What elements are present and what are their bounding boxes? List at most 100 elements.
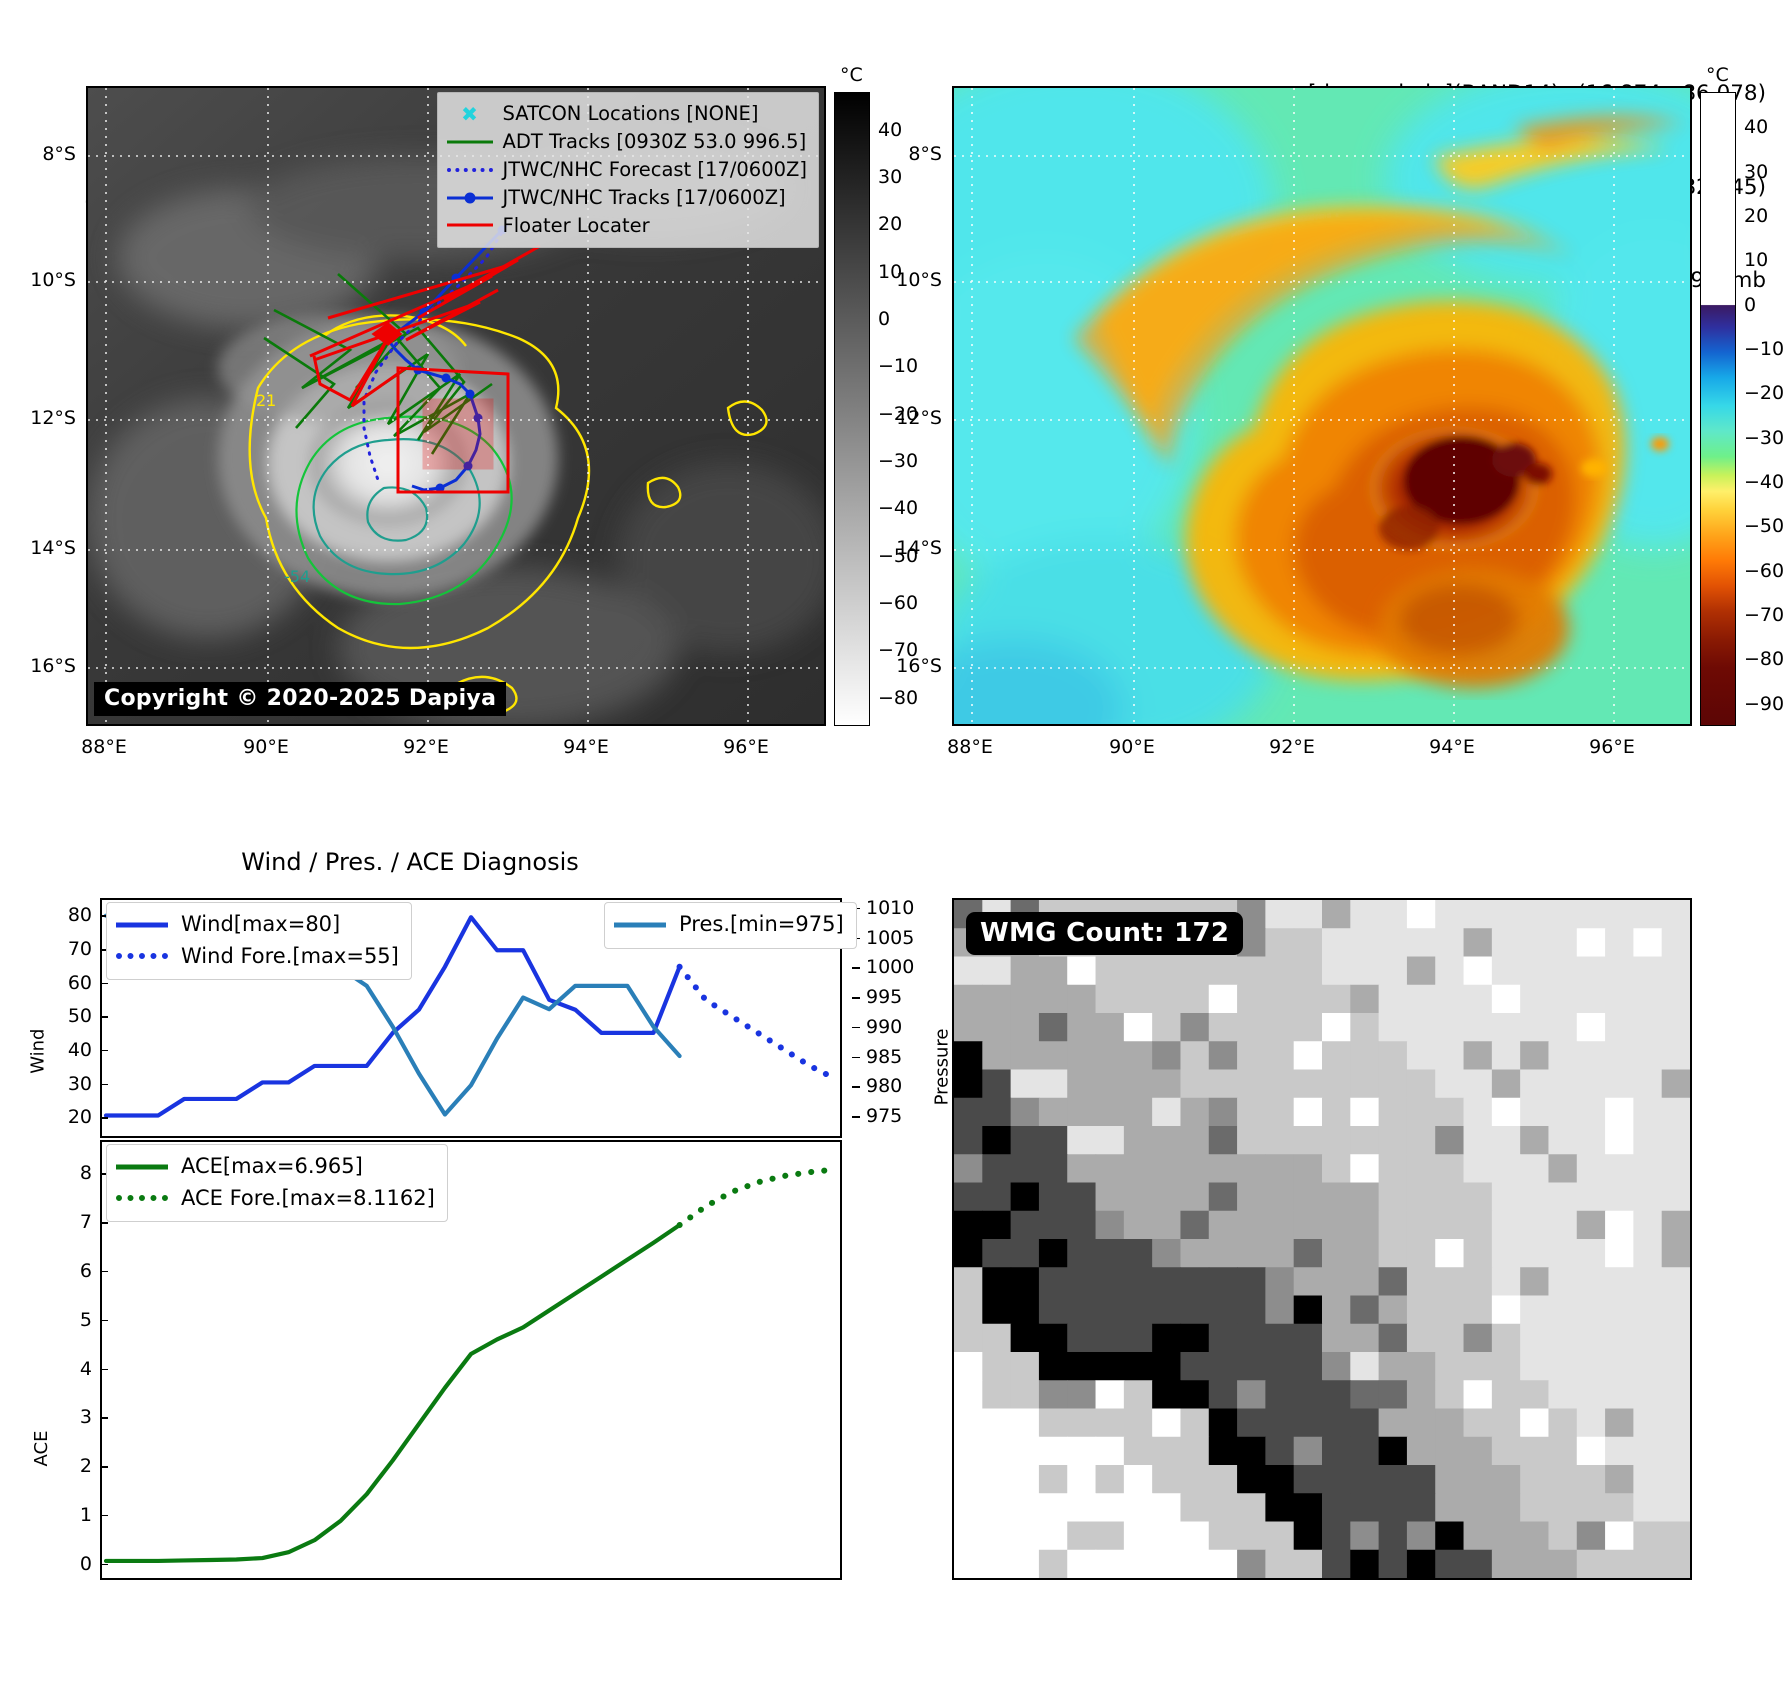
- wmg-cell: [1067, 1323, 1097, 1353]
- wmg-cell: [1095, 956, 1125, 986]
- series-acemax: [103, 1222, 682, 1564]
- plot-legend-item[interactable]: Wind Fore.[max=55]: [116, 941, 399, 973]
- wmg-cell: [1463, 1408, 1493, 1438]
- wmg-cell: [1322, 1408, 1351, 1438]
- wmg-cell: [1605, 1465, 1634, 1494]
- solid-line-icon: [116, 919, 168, 931]
- wmg-cell: [1350, 1041, 1380, 1071]
- wmg-cell: [1435, 1097, 1465, 1127]
- wmg-cell: [1548, 928, 1578, 958]
- map-legend-item[interactable]: JTWC/NHC Forecast [17/0600Z]: [446, 156, 807, 184]
- map-legend-item[interactable]: Floater Locater: [446, 212, 808, 240]
- wmg-cell: [1661, 1549, 1690, 1578]
- line-marker-icon: [446, 191, 493, 205]
- wmg-cell: [1406, 928, 1436, 958]
- plot-legend-item[interactable]: ACE Fore.[max=8.1162]: [116, 1183, 435, 1215]
- wmg-cell: [1520, 1408, 1550, 1438]
- wmg-cell: [1322, 1239, 1351, 1268]
- colorbar-tick: 10: [878, 260, 903, 283]
- plot-legend-item[interactable]: Pres.[min=975]: [614, 909, 844, 941]
- wmg-cell: [1067, 1295, 1097, 1325]
- wind-y-tick: 30: [67, 1072, 92, 1095]
- wmg-cell: [1293, 1465, 1323, 1494]
- wind-legend[interactable]: Wind[max=80] Wind Fore.[max=55]: [106, 902, 412, 980]
- wmg-cell: [954, 1323, 983, 1353]
- wmg-cell: [1633, 1408, 1663, 1438]
- wmg-cell: [1350, 1097, 1380, 1127]
- map-legend-item[interactable]: ADT Tracks [0930Z 53.0 996.5]: [446, 128, 808, 156]
- wmg-cell: [1378, 956, 1408, 986]
- map-legend-item[interactable]: ✖ SATCON Locations [NONE]: [447, 100, 808, 128]
- plot-legend-item[interactable]: ACE[max=6.965]: [116, 1151, 435, 1183]
- wind-y-tick: 80: [67, 904, 92, 927]
- wmg-cell: [1463, 1493, 1493, 1523]
- ir-floater-map[interactable]: 21 -54: [86, 86, 826, 726]
- wmg-cell: [1067, 1154, 1097, 1184]
- wmg-cell: [982, 1097, 1012, 1127]
- wmg-cell: [1378, 1239, 1408, 1268]
- wmg-cell: [1435, 1154, 1465, 1184]
- wmg-cell: [1520, 1549, 1550, 1578]
- wmg-cell: [1322, 1465, 1351, 1494]
- wmg-cell: [1293, 1323, 1323, 1353]
- wmg-mosaic-panel[interactable]: WMG Count: 172: [952, 898, 1692, 1580]
- wmg-cell: [1576, 1521, 1606, 1551]
- wmg-cell: [1350, 1126, 1380, 1155]
- wmg-cell: [1038, 956, 1068, 986]
- wmg-cell: [1152, 1436, 1182, 1466]
- tick-mark: [100, 1049, 108, 1052]
- wmg-cell: [1265, 1210, 1295, 1240]
- map-legend[interactable]: ✖ SATCON Locations [NONE] ADT Tracks [0930…: [436, 92, 819, 249]
- map-legend-item[interactable]: JTWC/NHC Tracks [17/0600Z]: [446, 184, 808, 212]
- wmg-cell: [1633, 1154, 1663, 1184]
- wmg-cell: [1322, 1182, 1351, 1212]
- wmg-cell: [1293, 1013, 1323, 1042]
- wmg-cell: [1491, 1408, 1521, 1438]
- colorbar-tick: 20: [1744, 205, 1769, 228]
- wmg-cell: [1067, 1097, 1097, 1127]
- wmg-cell: [1237, 1465, 1266, 1494]
- wmg-cell: [1491, 1013, 1521, 1042]
- wmg-cell: [1322, 1323, 1351, 1353]
- wmg-cell: [1435, 1013, 1465, 1042]
- map-x-tick: 96°E: [723, 736, 769, 758]
- ace-y-tick: 6: [79, 1259, 92, 1282]
- wmg-cell: [1350, 1295, 1380, 1325]
- wmg-cell: [1491, 1097, 1521, 1127]
- map-legend-label: ADT Tracks [0930Z 53.0 996.5]: [502, 129, 807, 153]
- wmg-cell: [1520, 1126, 1550, 1155]
- wmg-cell: [1208, 1352, 1238, 1381]
- wmg-cell: [1548, 1380, 1578, 1410]
- colorbar-tick: 0: [1744, 293, 1757, 316]
- wmg-cell: [1010, 1408, 1040, 1438]
- wmg-cell: [1180, 1069, 1210, 1099]
- wmg-cell: [954, 1549, 983, 1578]
- map-y-tick: 12°S: [30, 407, 76, 429]
- awv-enhanced-map[interactable]: [952, 86, 1692, 726]
- wmg-cell: [1491, 1323, 1521, 1353]
- wmg-cell: [1208, 1521, 1238, 1551]
- pressure-legend[interactable]: Pres.[min=975]: [604, 902, 857, 949]
- wmg-cell: [1180, 1154, 1210, 1184]
- wmg-cell: [1491, 1352, 1521, 1381]
- wmg-cell: [1180, 1097, 1210, 1127]
- wmg-cell: [1123, 1323, 1153, 1353]
- plot-legend-item[interactable]: Wind[max=80]: [116, 909, 399, 941]
- wmg-cell: [1520, 1323, 1550, 1353]
- wmg-cell: [1180, 1239, 1210, 1268]
- wmg-cell: [1548, 1521, 1578, 1551]
- wmg-cell: [1350, 1436, 1380, 1466]
- wmg-cell: [1095, 1210, 1125, 1240]
- wmg-cell: [1378, 1465, 1408, 1494]
- wmg-cell: [1180, 984, 1210, 1014]
- ace-legend[interactable]: ACE[max=6.965] ACE Fore.[max=8.1162]: [106, 1144, 448, 1222]
- wmg-cell: [982, 1154, 1012, 1184]
- map-y-tick: 8°S: [42, 143, 76, 165]
- tick-mark: [100, 915, 108, 917]
- wmg-cell: [1548, 900, 1578, 929]
- wmg-cell: [1576, 928, 1606, 958]
- wmg-cell: [1520, 1182, 1550, 1212]
- wmg-cell: [1038, 1267, 1068, 1297]
- wmg-cell: [1322, 1436, 1351, 1466]
